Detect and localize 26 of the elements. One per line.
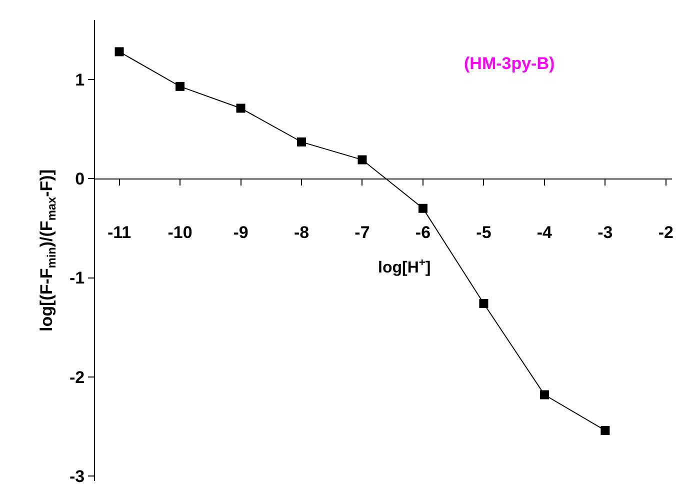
x-tick-label: -9: [233, 223, 248, 242]
x-tick-label: -6: [415, 223, 431, 242]
y-tick-label: -3: [69, 466, 85, 486]
x-tick-label: -4: [536, 223, 553, 242]
y-tick-label: -1: [69, 268, 85, 288]
x-axis-title: log[H$^{+}$]: [378, 257, 431, 277]
annotation: (HM-3py-B): [464, 54, 555, 73]
point: [176, 82, 185, 91]
x-tick-label: -7: [354, 223, 370, 242]
y-tick-label: 0: [75, 170, 85, 189]
point: [358, 155, 367, 164]
point: [479, 299, 488, 308]
x-tick-label: -10: [168, 223, 192, 242]
point: [540, 390, 549, 400]
y-tick-label: 1: [75, 70, 85, 90]
x-tick-label: -3: [598, 223, 613, 242]
y-tick-label: -2: [69, 368, 85, 387]
point: [418, 204, 428, 213]
x-tick-label: -2: [658, 223, 674, 242]
point: [114, 47, 124, 56]
x-tick-label: -5: [476, 223, 492, 242]
point: [600, 426, 610, 435]
point: [236, 104, 246, 113]
x-tick-label: -11: [107, 223, 132, 242]
point: [297, 137, 306, 146]
x-tick-label: -8: [294, 223, 310, 242]
